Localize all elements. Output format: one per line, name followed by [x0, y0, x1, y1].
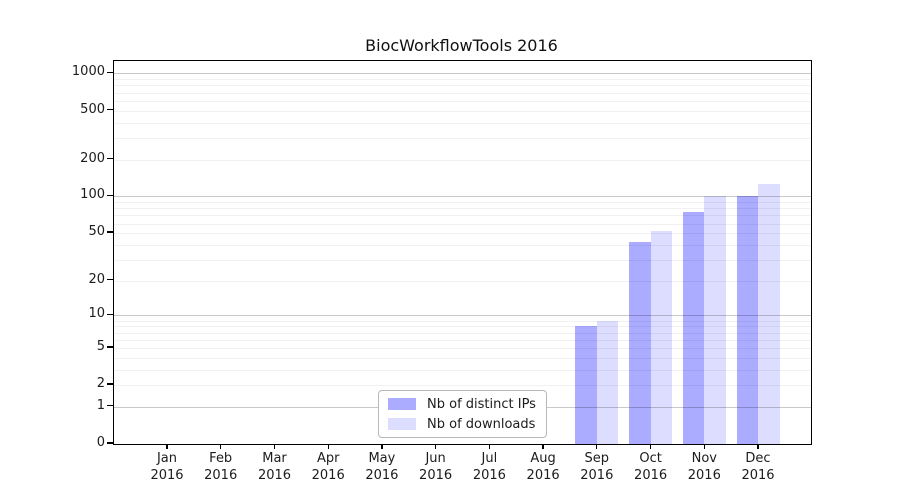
- grid-layer: [114, 61, 811, 444]
- y-tick-mark: [107, 346, 113, 348]
- minor-gridline: [114, 280, 811, 282]
- minor-gridline: [114, 339, 811, 341]
- x-tick-label: Jun 2016: [419, 451, 453, 483]
- major-gridline: [114, 315, 811, 317]
- bar-nov-2016-ips: [682, 211, 705, 444]
- minor-gridline: [114, 122, 811, 124]
- x-tick-label: Apr 2016: [311, 451, 345, 483]
- y-tick-mark: [107, 405, 113, 407]
- y-tick-label: 50: [88, 224, 105, 240]
- y-tick-mark: [107, 442, 113, 444]
- minor-gridline: [114, 202, 811, 203]
- legend-label-downloads: Nb of downloads: [427, 416, 536, 432]
- y-tick-label: 500: [80, 101, 105, 117]
- x-tick-mark: [434, 444, 437, 449]
- x-tick-mark: [757, 444, 759, 449]
- bar-nov-2016-downloads: [704, 195, 726, 444]
- x-tick-label: Nov 2016: [687, 451, 721, 483]
- y-tick-label: 0: [96, 435, 105, 450]
- legend-item-downloads: Nb of downloads: [388, 417, 537, 432]
- x-tick-mark: [381, 444, 383, 449]
- minor-gridline: [114, 385, 811, 387]
- minor-gridline: [114, 223, 811, 225]
- x-tick-label: Jul 2016: [472, 451, 506, 483]
- major-gridline: [114, 196, 811, 198]
- minor-gridline: [114, 92, 811, 94]
- x-tick-label: May 2016: [365, 451, 399, 483]
- y-tick-label: 1000: [71, 64, 105, 80]
- y-tick-mark: [107, 71, 113, 74]
- y-tick-label: 20: [88, 271, 105, 287]
- x-tick-label: Feb 2016: [204, 451, 238, 483]
- x-tick-mark: [273, 444, 276, 449]
- y-tick-mark: [107, 231, 113, 233]
- minor-gridline: [114, 320, 811, 322]
- minor-gridline: [114, 357, 811, 359]
- y-tick-mark: [107, 157, 113, 160]
- minor-gridline: [114, 233, 811, 235]
- y-tick-mark: [107, 194, 113, 197]
- minor-gridline: [114, 79, 811, 80]
- x-tick-mark: [542, 444, 544, 449]
- x-tick-mark: [649, 444, 652, 449]
- y-tick-mark: [107, 279, 113, 281]
- bar-oct-2016-downloads: [650, 231, 673, 444]
- bars-layer: [114, 61, 811, 444]
- bar-dec-2016-downloads: [758, 183, 780, 444]
- x-tick-label: Jan 2016: [150, 451, 184, 483]
- minor-gridline: [114, 208, 811, 210]
- legend-label-distinct-ips: Nb of distinct IPs: [427, 396, 536, 412]
- y-tick-mark: [107, 313, 113, 316]
- y-tick-label: 100: [80, 187, 105, 203]
- bar-oct-2016-ips: [629, 242, 651, 444]
- bar-dec-2016-ips: [736, 196, 758, 444]
- legend-swatch-distinct-ips: [388, 398, 416, 410]
- minor-gridline: [114, 110, 811, 112]
- x-tick-mark: [327, 444, 329, 449]
- chart-title: BiocWorkflowTools 2016: [365, 36, 558, 55]
- y-tick-label: 5: [96, 338, 105, 354]
- minor-gridline: [114, 369, 811, 371]
- plot-area: [113, 60, 812, 445]
- x-tick-mark: [703, 444, 705, 449]
- y-tick-label: 2: [96, 376, 105, 392]
- x-tick-label: Aug 2016: [526, 451, 560, 483]
- minor-gridline: [114, 259, 811, 261]
- x-tick-label: Sep 2016: [580, 451, 614, 483]
- bar-sep-2016-downloads: [596, 320, 619, 444]
- bar-sep-2016-ips: [575, 326, 597, 444]
- legend-swatch-downloads: [388, 418, 416, 430]
- minor-gridline: [114, 215, 811, 217]
- x-tick-mark: [166, 444, 168, 449]
- major-gridline: [114, 73, 811, 75]
- minor-gridline: [114, 85, 811, 87]
- minor-gridline: [114, 244, 811, 246]
- y-tick-mark: [107, 383, 113, 385]
- minor-gridline: [114, 326, 811, 328]
- minor-gridline: [114, 137, 811, 139]
- x-tick-label: Dec 2016: [741, 451, 775, 483]
- x-tick-label: Oct 2016: [634, 451, 668, 483]
- minor-gridline: [114, 159, 811, 161]
- y-tick-mark: [107, 108, 113, 111]
- y-tick-label: 1: [96, 397, 105, 413]
- legend: Nb of distinct IPs Nb of downloads: [378, 390, 547, 438]
- x-tick-label: Mar 2016: [257, 451, 292, 483]
- legend-item-distinct-ips: Nb of distinct IPs: [388, 397, 537, 412]
- minor-gridline: [114, 347, 811, 349]
- x-tick-mark: [220, 444, 222, 449]
- y-tick-label: 10: [88, 306, 105, 322]
- minor-gridline: [114, 332, 811, 334]
- minor-gridline: [114, 100, 811, 102]
- y-tick-label: 200: [80, 150, 105, 166]
- x-tick-mark: [488, 444, 491, 449]
- x-tick-mark: [596, 444, 598, 449]
